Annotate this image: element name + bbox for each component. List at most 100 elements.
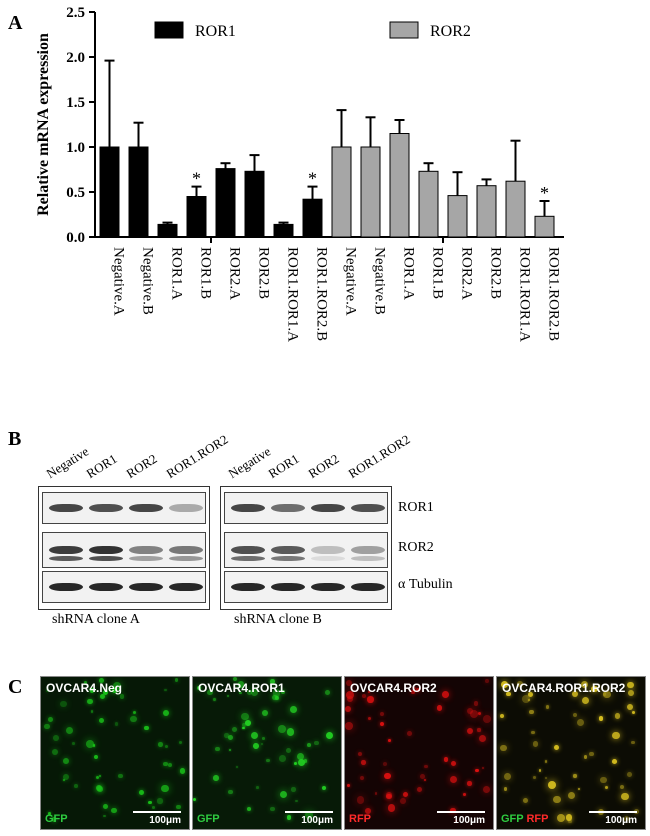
- cell-spot: [281, 690, 286, 695]
- cell-spot: [553, 795, 562, 804]
- cell-spot: [196, 685, 201, 690]
- cell-spot: [272, 689, 280, 697]
- cell-spot: [501, 681, 509, 689]
- cell-spot: [133, 710, 137, 714]
- cell-spot: [152, 806, 155, 809]
- cell-spot: [163, 761, 168, 767]
- cell-spot: [546, 705, 550, 709]
- cell-spot: [53, 735, 59, 741]
- blot-band: [351, 583, 385, 591]
- cell-spot: [567, 791, 575, 800]
- cell-spot: [51, 748, 58, 755]
- cell-spot: [419, 774, 425, 780]
- lane-label: ROR1.ROR2: [163, 431, 231, 482]
- cell-spot: [482, 715, 491, 723]
- cell-spot: [362, 693, 367, 698]
- cell-spot: [443, 757, 448, 762]
- cell-spot: [544, 777, 547, 780]
- y-tick-label: 1.5: [66, 95, 85, 111]
- significance-star: *: [540, 183, 549, 203]
- cell-spot: [424, 764, 428, 769]
- cell-spot: [130, 715, 137, 722]
- cell-spot: [214, 746, 220, 752]
- bar: [389, 133, 410, 238]
- cell-spot: [345, 690, 354, 699]
- cell-spot: [92, 744, 95, 747]
- cell-spot: [416, 688, 421, 693]
- cell-spot: [374, 792, 378, 795]
- cell-spot: [228, 734, 233, 740]
- cell-spot: [224, 733, 229, 738]
- cell-spot: [139, 790, 145, 796]
- cell-spot: [626, 771, 632, 777]
- blot-band: [271, 583, 305, 591]
- x-tick-label: ROR1.ROR2.B: [314, 247, 330, 341]
- blot-caption: shRNA clone A: [52, 612, 140, 627]
- blot-band: [49, 546, 83, 554]
- cell-spot: [482, 786, 490, 794]
- cell-spot: [382, 762, 388, 767]
- cell-spot: [623, 816, 629, 822]
- cell-spot: [176, 804, 182, 810]
- channel-label: RFP: [349, 813, 371, 825]
- cell-spot: [450, 807, 456, 813]
- blot-band: [169, 556, 203, 561]
- cell-spot: [278, 725, 287, 733]
- cell-spot: [103, 804, 109, 810]
- blot-strip: [224, 532, 388, 568]
- cell-spot: [119, 693, 125, 699]
- cell-spot: [602, 692, 607, 696]
- cell-spot: [298, 759, 306, 767]
- cell-spot: [402, 792, 408, 798]
- cell-spot: [412, 686, 417, 691]
- cell-spot: [441, 691, 449, 698]
- blot-band: [231, 546, 265, 554]
- cell-spot: [110, 807, 117, 814]
- cell-spot: [538, 769, 542, 773]
- cell-spot: [356, 795, 365, 804]
- cell-spot: [261, 710, 269, 717]
- cell-spot: [161, 784, 169, 793]
- cell-spot: [478, 735, 486, 743]
- cell-spot: [244, 720, 251, 726]
- cell-spot: [242, 723, 247, 727]
- cell-spot: [406, 731, 412, 737]
- bar: [273, 223, 294, 238]
- scale-label: 100μm: [453, 815, 485, 826]
- cell-spot: [90, 688, 95, 693]
- blot-band: [311, 504, 345, 512]
- cell-spot: [522, 797, 529, 804]
- cell-spot: [290, 706, 297, 713]
- row-label: α Tubulin: [398, 577, 453, 592]
- micrograph-title: OVCAR4.ROR1: [198, 681, 285, 695]
- cell-spot: [72, 741, 76, 745]
- lane-label: Negative: [225, 443, 274, 482]
- blot-band: [89, 504, 123, 512]
- cell-spot: [357, 751, 362, 757]
- cell-spot: [272, 694, 278, 701]
- cell-spot: [325, 732, 334, 740]
- cell-spot: [467, 708, 474, 715]
- cell-spot: [598, 716, 604, 722]
- cell-spot: [620, 784, 625, 789]
- cell-spot: [157, 798, 163, 804]
- significance-star: *: [308, 169, 317, 189]
- x-tick-label: ROR2.B: [256, 247, 272, 299]
- blot-band: [89, 556, 123, 561]
- blot-band: [231, 583, 265, 591]
- cell-spot: [247, 807, 251, 812]
- cell-spot: [48, 812, 52, 816]
- blot-band: [169, 546, 203, 554]
- cell-spot: [313, 740, 319, 746]
- cell-spot: [90, 710, 94, 713]
- cell-spot: [46, 688, 50, 692]
- bar: [534, 215, 555, 238]
- blot-band: [231, 556, 265, 561]
- cell-spot: [577, 787, 580, 790]
- y-tick-label: 1.0: [66, 140, 85, 156]
- cell-spot: [347, 695, 354, 702]
- cell-spot: [576, 719, 584, 727]
- cell-spot: [213, 698, 216, 701]
- channel-labels: RFP: [349, 813, 371, 825]
- blot-strip: [42, 492, 206, 524]
